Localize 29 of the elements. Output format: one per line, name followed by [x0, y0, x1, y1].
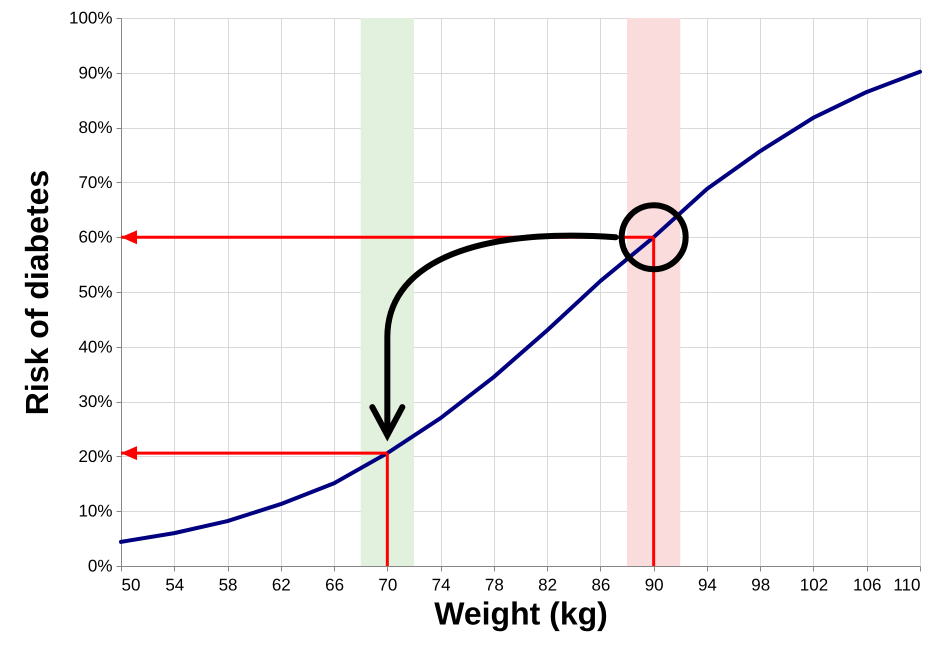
y-tick-label: 90% — [78, 63, 112, 82]
x-tick-label: 94 — [698, 576, 717, 594]
y-tick-label: 30% — [78, 392, 112, 412]
y-tick-label: 80% — [78, 118, 112, 138]
x-tick-label: 70 — [378, 576, 398, 594]
x-tick-label: 62 — [272, 576, 291, 594]
x-tick-label: 54 — [165, 576, 184, 594]
y-axis-title: Risk of diabetes — [19, 170, 56, 416]
x-tick-label: 82 — [538, 576, 558, 594]
x-tick-label: 102 — [800, 576, 828, 594]
y-tick-label: 70% — [78, 172, 112, 192]
y-tick-label: 0% — [88, 556, 112, 576]
x-tick-label: 106 — [853, 576, 882, 594]
y-tick-label: 10% — [78, 502, 112, 521]
y-tick-label: 50% — [78, 282, 112, 302]
x-tick-label: 90 — [644, 576, 664, 594]
x-tick-label: 98 — [751, 576, 770, 594]
x-tick-label: 58 — [218, 576, 238, 594]
y-tick-label: 20% — [78, 446, 112, 466]
x-tick-label: 78 — [484, 576, 504, 594]
x-tick-label: 74 — [432, 576, 451, 594]
y-tick-label: 40% — [78, 337, 112, 356]
y-tick-label: 60% — [78, 228, 112, 247]
x-tick-label: 50 — [122, 576, 140, 594]
x-tick-label: 86 — [591, 576, 610, 594]
x-tick-label: 66 — [325, 576, 344, 594]
y-tick-label: 100% — [69, 8, 112, 28]
x-tick-label: 110 — [893, 576, 920, 594]
x-axis-title: Weight (kg) — [434, 596, 608, 632]
